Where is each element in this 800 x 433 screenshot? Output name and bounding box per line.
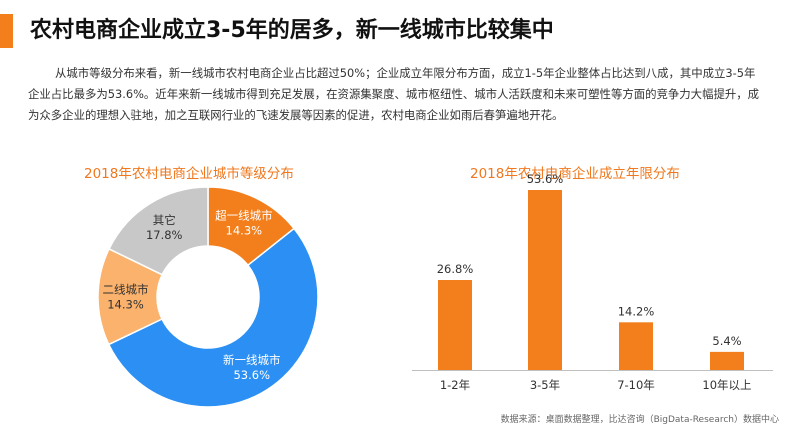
donut-slice-label: 新一线城市 xyxy=(223,353,281,367)
bar-category-label: 10年以上 xyxy=(702,378,751,392)
donut-chart-title: 2018年农村电商企业城市等级分布 xyxy=(84,166,294,182)
bar-1 xyxy=(528,190,562,370)
donut-slice-label: 其它 xyxy=(153,213,176,227)
source-note: 数据来源：桌面数据整理，比达咨询（BigData-Research）数据中心 xyxy=(500,415,779,425)
bar-value-label: 53.6% xyxy=(527,172,564,186)
bar-3 xyxy=(710,351,744,370)
bar-2 xyxy=(619,322,653,370)
donut-slice-value-label: 17.8% xyxy=(146,228,183,242)
donut-slice-value-label: 14.3% xyxy=(107,298,144,312)
bar-category-label: 3-5年 xyxy=(530,378,560,392)
title-accent-bar xyxy=(0,14,13,48)
bar-chart-title: 2018年农村电商企业成立年限分布 xyxy=(470,166,680,182)
bar-0 xyxy=(438,280,472,370)
donut-slice-value-label: 53.6% xyxy=(233,368,270,382)
bar-category-label: 7-10年 xyxy=(617,378,655,392)
bar-value-label: 26.8% xyxy=(437,262,474,276)
donut-slice-label: 二线城市 xyxy=(103,283,149,297)
donut-slice-value-label: 14.3% xyxy=(226,224,263,238)
bar-category-label: 1-2年 xyxy=(440,378,470,392)
donut-slice-3 xyxy=(108,186,209,276)
bar-value-label: 14.2% xyxy=(618,304,655,318)
intro-paragraph: 从城市等级分布来看，新一线城市农村电商企业占比超过50%；企业成立年限分布方面，… xyxy=(28,66,760,122)
bar-value-label: 5.4% xyxy=(712,334,741,348)
donut-slice-label: 超一线城市 xyxy=(215,209,273,223)
page-title: 农村电商企业成立3-5年的居多，新一线城市比较集中 xyxy=(30,18,554,43)
donut-slice-1 xyxy=(107,227,319,408)
